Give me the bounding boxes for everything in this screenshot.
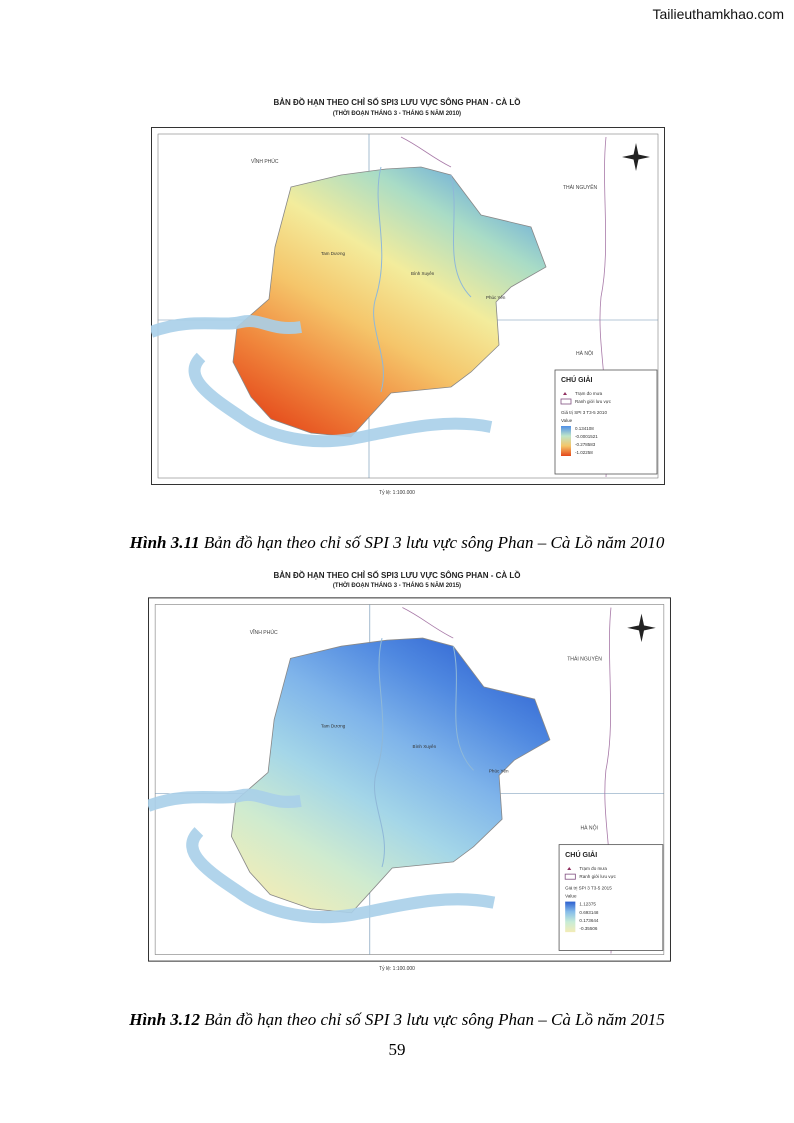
legend-layer: Giá trị SPI 3 T3-5 2015 [565,885,612,890]
caption: Hình 3.11 Bản đồ hạn theo chỉ số SPI 3 l… [0,533,794,553]
legend-symbol [563,392,567,395]
legend-symbol [564,873,576,880]
map-subtitle: (THỜI ĐOẠN THÁNG 3 - THÁNG 5 NĂM 2010) [332,111,462,117]
river [373,166,472,393]
scale-text: Tỷ lệ: 1:100.000 [379,490,415,496]
legend-layer: Giá trị SPI 3 T3-5 2010 [561,410,607,415]
place-label: HÀ NỘI [580,824,598,831]
legend-value: 0.173644 [579,918,598,923]
legend-symbol [567,867,572,871]
map-title: BẢN ĐỒ HẠN THEO CHỈ SỐ SPI3 LƯU VỰC SÔNG… [273,98,521,107]
page-number: 59 [388,1040,406,1059]
legend-field: Value [561,418,573,423]
legend-value: -0.35506 [579,926,597,931]
legend-item: Trạm đo mưa [575,391,603,396]
place-label: VĨNH PHÚC [251,158,279,165]
caption: Hình 3.12 Bản đồ hạn theo chỉ số SPI 3 l… [0,1010,794,1030]
legend-ramp [565,901,576,933]
map-title: BẢN ĐỒ HẠN THEO CHỈ SỐ SPI3 LƯU VỰC SÔNG… [273,571,521,580]
map: VĨNH PHÚC THÁI NGUYÊN HÀ NỘI Tam Dương Bình … [148,597,671,962]
place-label: THÁI NGUYÊN [563,183,598,191]
town-label: Phúc Yên [486,295,506,300]
map-subtitle: (THỜI ĐOẠN THÁNG 3 - THÁNG 5 NĂM 2015) [332,583,462,589]
compass [622,143,650,171]
legend-field: Value [565,894,577,899]
legend-ramp [561,426,571,456]
river [151,315,493,448]
caption-text: Bản đồ hạn theo chỉ số SPI 3 lưu vực sôn… [204,1010,665,1029]
legend-value: -0.0001521 [575,434,598,439]
watershed [231,637,551,914]
town-label: Phúc Yên [489,768,509,773]
river [148,788,496,924]
watermark: Tailieuthamkhao.com [652,6,784,22]
legend-item: Ranh giới lưu vực [575,399,612,404]
legend-value: -0.278583 [575,442,596,447]
caption-label: Hình 3.12 [129,1010,201,1029]
map-inner-frame [157,133,659,479]
legend-symbol [560,398,572,405]
place-label: THÁI NGUYÊN [567,654,602,662]
caption-label: Hình 3.11 [129,533,200,552]
town-label: Tam Dương [321,251,345,256]
legend-title: CHÚ GIẢI [565,850,597,859]
legend-value: 0.134108 [575,426,594,431]
legend-value: 0.693148 [579,910,598,915]
legend-box [558,844,664,951]
legend-value: 1.12375 [579,902,596,907]
town-label: Bình Xuyên [413,744,437,749]
compass [627,613,656,643]
legend-title: CHÚ GIẢI [561,375,593,384]
town-label: Bình Xuyên [411,271,435,276]
legend-item: Trạm đo mưa [579,866,607,871]
legend-box [554,369,658,475]
scale-text: Tỷ lệ: 1:100.000 [379,966,415,972]
legend-value: -1.02258 [575,450,593,455]
watershed [232,166,547,438]
map: VĨNH PHÚC THÁI NGUYÊN HÀ NỘI Tam Dương Bình … [151,127,665,485]
map-inner-frame [154,604,665,955]
place-label: HÀ NỘI [576,350,593,357]
place-label: VĨNH PHÚC [250,629,278,636]
caption-text: Bản đồ hạn theo chỉ số SPI 3 lưu vực sôn… [203,533,665,552]
legend-item: Ranh giới lưu vực [579,874,616,879]
river [373,637,474,868]
town-label: Tam Dương [321,724,346,729]
